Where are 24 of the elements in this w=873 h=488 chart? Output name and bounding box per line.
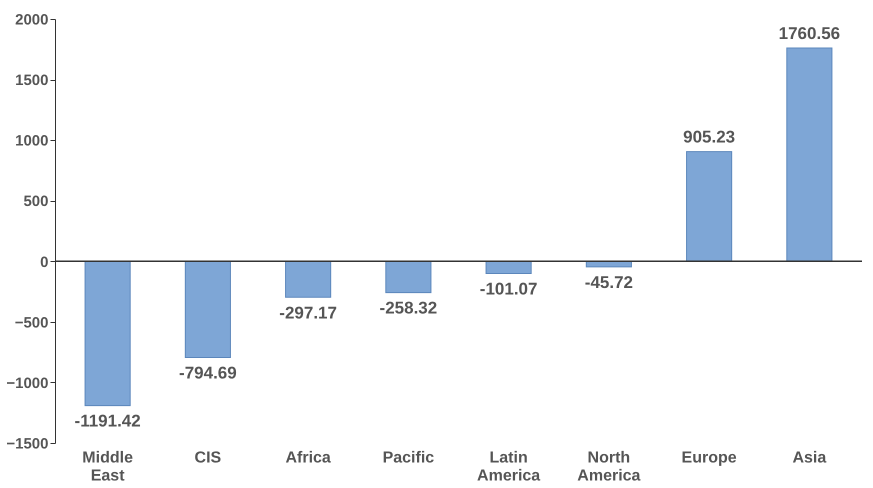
data-label: -1191.42 bbox=[74, 412, 141, 431]
y-tick-label: 0 bbox=[40, 254, 48, 271]
data-label: 905.23 bbox=[683, 128, 736, 147]
y-tick-label: −1500 bbox=[6, 436, 48, 452]
data-label: -258.32 bbox=[380, 298, 438, 318]
data-label: 1760.56 bbox=[778, 24, 840, 44]
x-tick-label: Middle East bbox=[82, 450, 134, 484]
y-tick-label: −1000 bbox=[6, 374, 48, 392]
data-label: -45.72 bbox=[584, 272, 633, 292]
x-tick-label: Africa bbox=[285, 450, 331, 466]
data-label: -297.17 bbox=[279, 303, 337, 322]
x-tick-label: North America bbox=[577, 450, 641, 484]
x-tick-label: Europe bbox=[682, 450, 737, 466]
data-label: -101.07 bbox=[480, 280, 538, 299]
data-label: -794.69 bbox=[179, 364, 237, 383]
y-tick-label: 1500 bbox=[15, 72, 48, 90]
y-tick-label: 2000 bbox=[15, 12, 48, 28]
y-tick-label: 500 bbox=[23, 193, 48, 210]
x-tick-label: CIS bbox=[194, 450, 222, 466]
y-tick-label: 1000 bbox=[15, 132, 48, 150]
x-tick-label: Latin America bbox=[477, 450, 540, 484]
x-tick-label: Asia bbox=[792, 450, 826, 466]
y-tick-label: −500 bbox=[14, 314, 48, 332]
x-tick-label: Pacific bbox=[382, 450, 434, 466]
